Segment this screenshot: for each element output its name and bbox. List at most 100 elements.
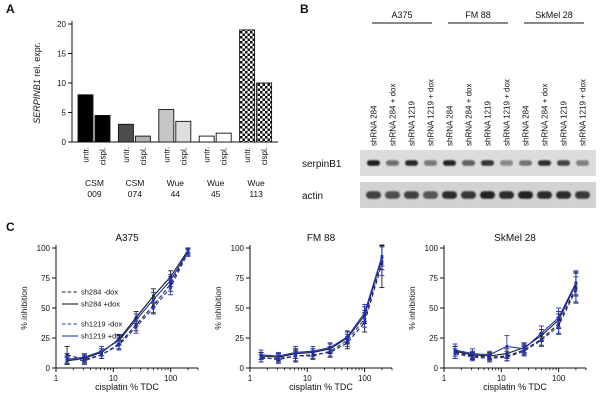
bar-condition-label: untr. xyxy=(122,147,131,163)
x-tick-label: 1 xyxy=(248,374,253,383)
bar-group-label: Wue xyxy=(247,178,265,188)
blot-lane-label: shRNA 284 xyxy=(370,105,379,146)
blot-lane-label: shRNA 1219 xyxy=(560,101,569,146)
bar-group-label: Wue xyxy=(207,178,225,188)
blot-row-label: serpinB1 xyxy=(302,159,342,170)
bar xyxy=(117,123,134,143)
x-tick-label: 1 xyxy=(54,374,59,383)
blot-band xyxy=(405,160,418,166)
western-blot-svg: A375 FM 88 SkMel 28 shRNA 284 shRNA 284 + do… xyxy=(302,10,596,208)
line-chart-svg: 0 25 50 75 100 1 10 100 FM 88 cisplatin % TDC % in… xyxy=(213,233,393,392)
x-tick-label: 100 xyxy=(358,374,372,383)
y-tick-label: 50 xyxy=(41,304,50,313)
blot-band xyxy=(557,160,570,166)
legend-label: sh1219 +dox xyxy=(81,332,124,341)
bar xyxy=(134,135,151,143)
blot-band xyxy=(423,191,438,199)
y-axis-label: % inhibition xyxy=(19,286,29,330)
blot-band xyxy=(556,191,571,199)
bar xyxy=(94,114,111,143)
blot-group-label: FM 88 xyxy=(465,10,491,20)
series-line xyxy=(67,251,189,361)
bar-group-label: 45 xyxy=(211,189,221,199)
bar-condition-label: cispl. xyxy=(220,147,229,165)
x-tick-label: 10 xyxy=(109,374,118,383)
y-tick-label: 50 xyxy=(235,304,244,313)
x-tick-label: 100 xyxy=(164,374,178,383)
y-tick-label: 0 xyxy=(240,364,245,373)
blot-band xyxy=(499,191,514,199)
blot-row-label: actin xyxy=(302,191,323,202)
y-axis-label: % inhibition xyxy=(407,286,417,330)
series-line xyxy=(454,283,577,357)
blot-band xyxy=(462,160,475,166)
bar-group-label: 009 xyxy=(87,189,101,199)
data-point xyxy=(65,358,69,361)
y-tick-label: 25 xyxy=(235,334,244,343)
y-tick-label: 100 xyxy=(37,244,51,253)
series-line xyxy=(67,252,189,362)
bar-group-label: 44 xyxy=(171,189,181,199)
panel-b-label: B xyxy=(300,2,309,16)
panel-c-label: C xyxy=(6,220,15,234)
chart-title: A375 xyxy=(115,233,139,244)
y-tick-label: 25 xyxy=(41,334,50,343)
bar xyxy=(239,29,256,143)
x-tick-label: 10 xyxy=(303,374,312,383)
blot-lane-label: shRNA 1219 xyxy=(408,101,417,146)
blot-strip xyxy=(360,150,596,176)
blot-band xyxy=(537,191,552,199)
bar xyxy=(158,109,175,143)
y-tick-label: 0 xyxy=(46,364,51,373)
data-point xyxy=(380,255,384,258)
chart-title: FM 88 xyxy=(307,233,336,244)
blot-lane-label: shRNA 1219 xyxy=(484,101,493,146)
series-line xyxy=(454,287,577,358)
bar-group-label: 113 xyxy=(249,189,263,199)
blot-band xyxy=(480,191,495,199)
blot-band xyxy=(443,160,456,166)
blot-band xyxy=(404,191,419,199)
blot-lane-label: shRNA 284 + dox xyxy=(465,84,474,146)
data-point xyxy=(574,281,578,285)
blot-group-label: SkMel 28 xyxy=(535,10,573,20)
bar-condition-label: untr. xyxy=(162,147,171,163)
legend-label: sh1219 -dox xyxy=(81,320,123,329)
series-line xyxy=(67,250,189,362)
panel-c-chart-a375: 0 25 50 75 100 1 10 100 A375 cisplatin % TDC % inh… xyxy=(16,230,206,402)
panel-a-label: A xyxy=(6,2,15,16)
bar-condition-label: cispl. xyxy=(139,147,148,165)
blot-band xyxy=(424,160,437,166)
blot-band xyxy=(576,160,589,166)
blot-band xyxy=(575,191,590,199)
panel-b-western-blot: A375 FM 88 SkMel 28 shRNA 284 shRNA 284 + do… xyxy=(300,4,598,218)
bar-group-label: Wue xyxy=(167,178,185,188)
blot-band xyxy=(481,160,494,166)
legend-label: sh284 +dox xyxy=(81,300,120,309)
bar-group-label: 074 xyxy=(128,189,142,199)
blot-lane-label: shRNA 284 xyxy=(522,105,531,146)
series-line xyxy=(261,257,383,358)
blot-lane-label: shRNA 284 xyxy=(446,105,455,146)
line-chart-svg: 0 25 50 75 100 1 10 100 SkMel 28 cisplatin % TDC%… xyxy=(407,233,587,392)
y-tick-label: 0 xyxy=(434,364,439,373)
blot-band xyxy=(461,191,476,199)
chart-title: SkMel 28 xyxy=(494,233,536,244)
bar xyxy=(198,135,215,143)
blot-lane-label: shRNA 284 + dox xyxy=(541,84,550,146)
y-tick-label: 75 xyxy=(235,274,244,283)
blot-band xyxy=(538,160,551,166)
blot-band xyxy=(518,191,533,199)
legend-label: sh284 -dox xyxy=(81,288,118,297)
y-tick-label: 25 xyxy=(429,334,438,343)
series-line xyxy=(66,251,189,361)
x-axis-label: cisplatin % TDC xyxy=(289,382,353,392)
blot-band xyxy=(367,160,380,166)
series-line xyxy=(454,289,577,359)
y-tick-label: 15 xyxy=(57,49,66,58)
bar-group-label: CSM xyxy=(85,178,104,188)
y-tick-label: 5 xyxy=(62,108,67,117)
blot-band xyxy=(385,191,400,199)
x-tick-label: 10 xyxy=(497,374,506,383)
x-axis-label: cisplatin % TDC xyxy=(95,382,159,392)
